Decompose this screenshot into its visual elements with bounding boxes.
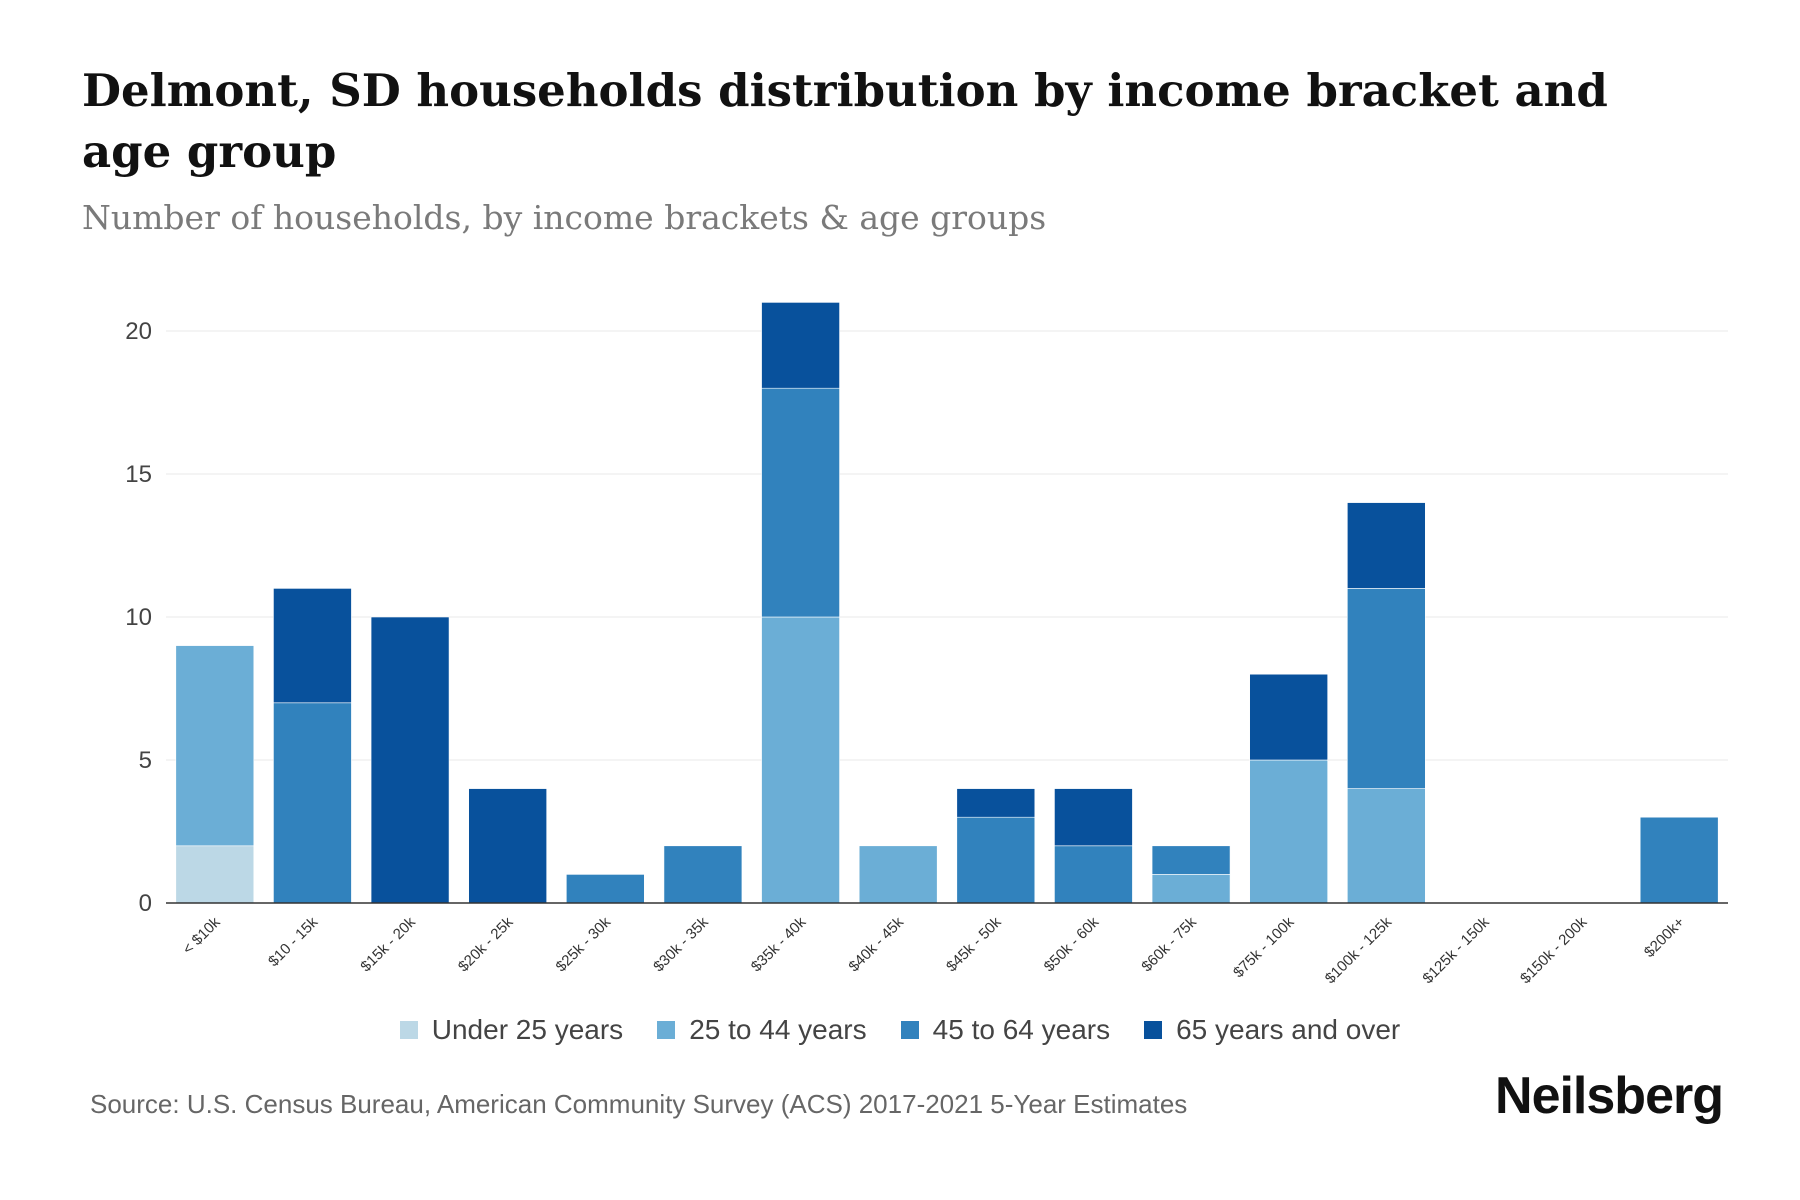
bar-segment[interactable] (175, 845, 255, 904)
legend-label-65-plus: 65 years and over (1176, 1014, 1401, 1045)
bar-segment[interactable] (1249, 759, 1328, 904)
x-tick-label: $45k - 50k (943, 913, 1005, 975)
legend-swatch-45-64 (900, 1021, 919, 1039)
y-tick-label: 20 (125, 318, 152, 345)
x-tick-label: $50k - 60k (1041, 913, 1103, 975)
bar-segment[interactable] (273, 588, 352, 704)
x-tick-label: < $10k (179, 913, 224, 958)
bar-segment[interactable] (761, 387, 840, 618)
bar-segment[interactable] (1347, 788, 1426, 904)
x-tick-label: $75k - 100k (1230, 913, 1298, 981)
legend-label-under-25: Under 25 years (431, 1014, 624, 1045)
chart-title: Delmont, SD households distribution by i… (82, 64, 1608, 178)
x-tick-label: $60k - 75k (1138, 913, 1200, 975)
legend-label-45-64: 45 to 64 years (932, 1014, 1111, 1045)
bar-segment[interactable] (858, 845, 938, 904)
x-tick-label: $30k - 35k (650, 913, 712, 975)
x-tick-label: $10 - 15k (265, 913, 322, 970)
bar-segment[interactable] (468, 788, 547, 904)
bars (175, 302, 1719, 904)
x-tick-label: $125k - 150k (1419, 913, 1493, 987)
legend-item-25-44[interactable]: 25 to 44 years (657, 1014, 867, 1046)
y-tick-label: 15 (125, 461, 152, 488)
chart-subtitle: Number of households, by income brackets… (82, 198, 1047, 237)
x-tick-label: $40k - 45k (845, 913, 907, 975)
x-tick-label: $200k+ (1641, 914, 1688, 961)
bar-segment[interactable] (273, 702, 352, 904)
bar-segment[interactable] (663, 845, 743, 904)
bar-segment[interactable] (175, 645, 255, 847)
brand-logo: Neilsberg (1495, 1067, 1724, 1125)
legend-swatch-under-25 (399, 1021, 418, 1039)
x-tick-label: $20k - 25k (455, 913, 517, 975)
bar-segment[interactable] (566, 874, 645, 904)
x-tick-label: $35k - 40k (748, 913, 810, 975)
y-tick-label: 10 (125, 604, 152, 631)
y-tick-label: 0 (139, 890, 152, 917)
legend-item-under-25[interactable]: Under 25 years (399, 1014, 624, 1046)
bar-segment[interactable] (1347, 588, 1426, 789)
bar-segment[interactable] (1151, 874, 1231, 904)
legend-swatch-65-plus (1144, 1021, 1163, 1039)
legend-item-45-64[interactable]: 45 to 64 years (900, 1014, 1111, 1046)
source-note: Source: U.S. Census Bureau, American Com… (90, 1089, 1188, 1119)
x-tick-label: $100k - 125k (1322, 913, 1396, 987)
bar-segment[interactable] (956, 816, 1036, 904)
bar-segment[interactable] (1151, 845, 1231, 875)
bar-segment[interactable] (370, 616, 450, 904)
y-tick-label: 5 (139, 747, 152, 774)
x-tick-label: $150k - 200k (1517, 913, 1591, 987)
legend-swatch-25-44 (657, 1021, 676, 1039)
legend-label-25-44: 25 to 44 years (689, 1014, 867, 1045)
bar-segment[interactable] (1347, 502, 1426, 589)
bar-segment[interactable] (956, 788, 1036, 818)
legend-item-65-plus[interactable]: 65 years and over (1144, 1014, 1400, 1046)
stacked-bar-chart: 0 5 10 15 20 < $10k $10 - 15k $15k - 20k $20k - … (125, 302, 1728, 987)
x-tick-label: $25k - 30k (553, 913, 615, 975)
bar-segment[interactable] (761, 302, 840, 389)
bar-segment[interactable] (1249, 673, 1328, 761)
legend: Under 25 years 25 to 44 years 45 to 64 y… (0, 1014, 1800, 1046)
bar-segment[interactable] (761, 616, 840, 904)
bar-segment[interactable] (1639, 816, 1719, 904)
bar-segment[interactable] (1054, 845, 1133, 904)
x-tick-label: $15k - 20k (357, 913, 419, 975)
bar-segment[interactable] (1054, 788, 1133, 847)
